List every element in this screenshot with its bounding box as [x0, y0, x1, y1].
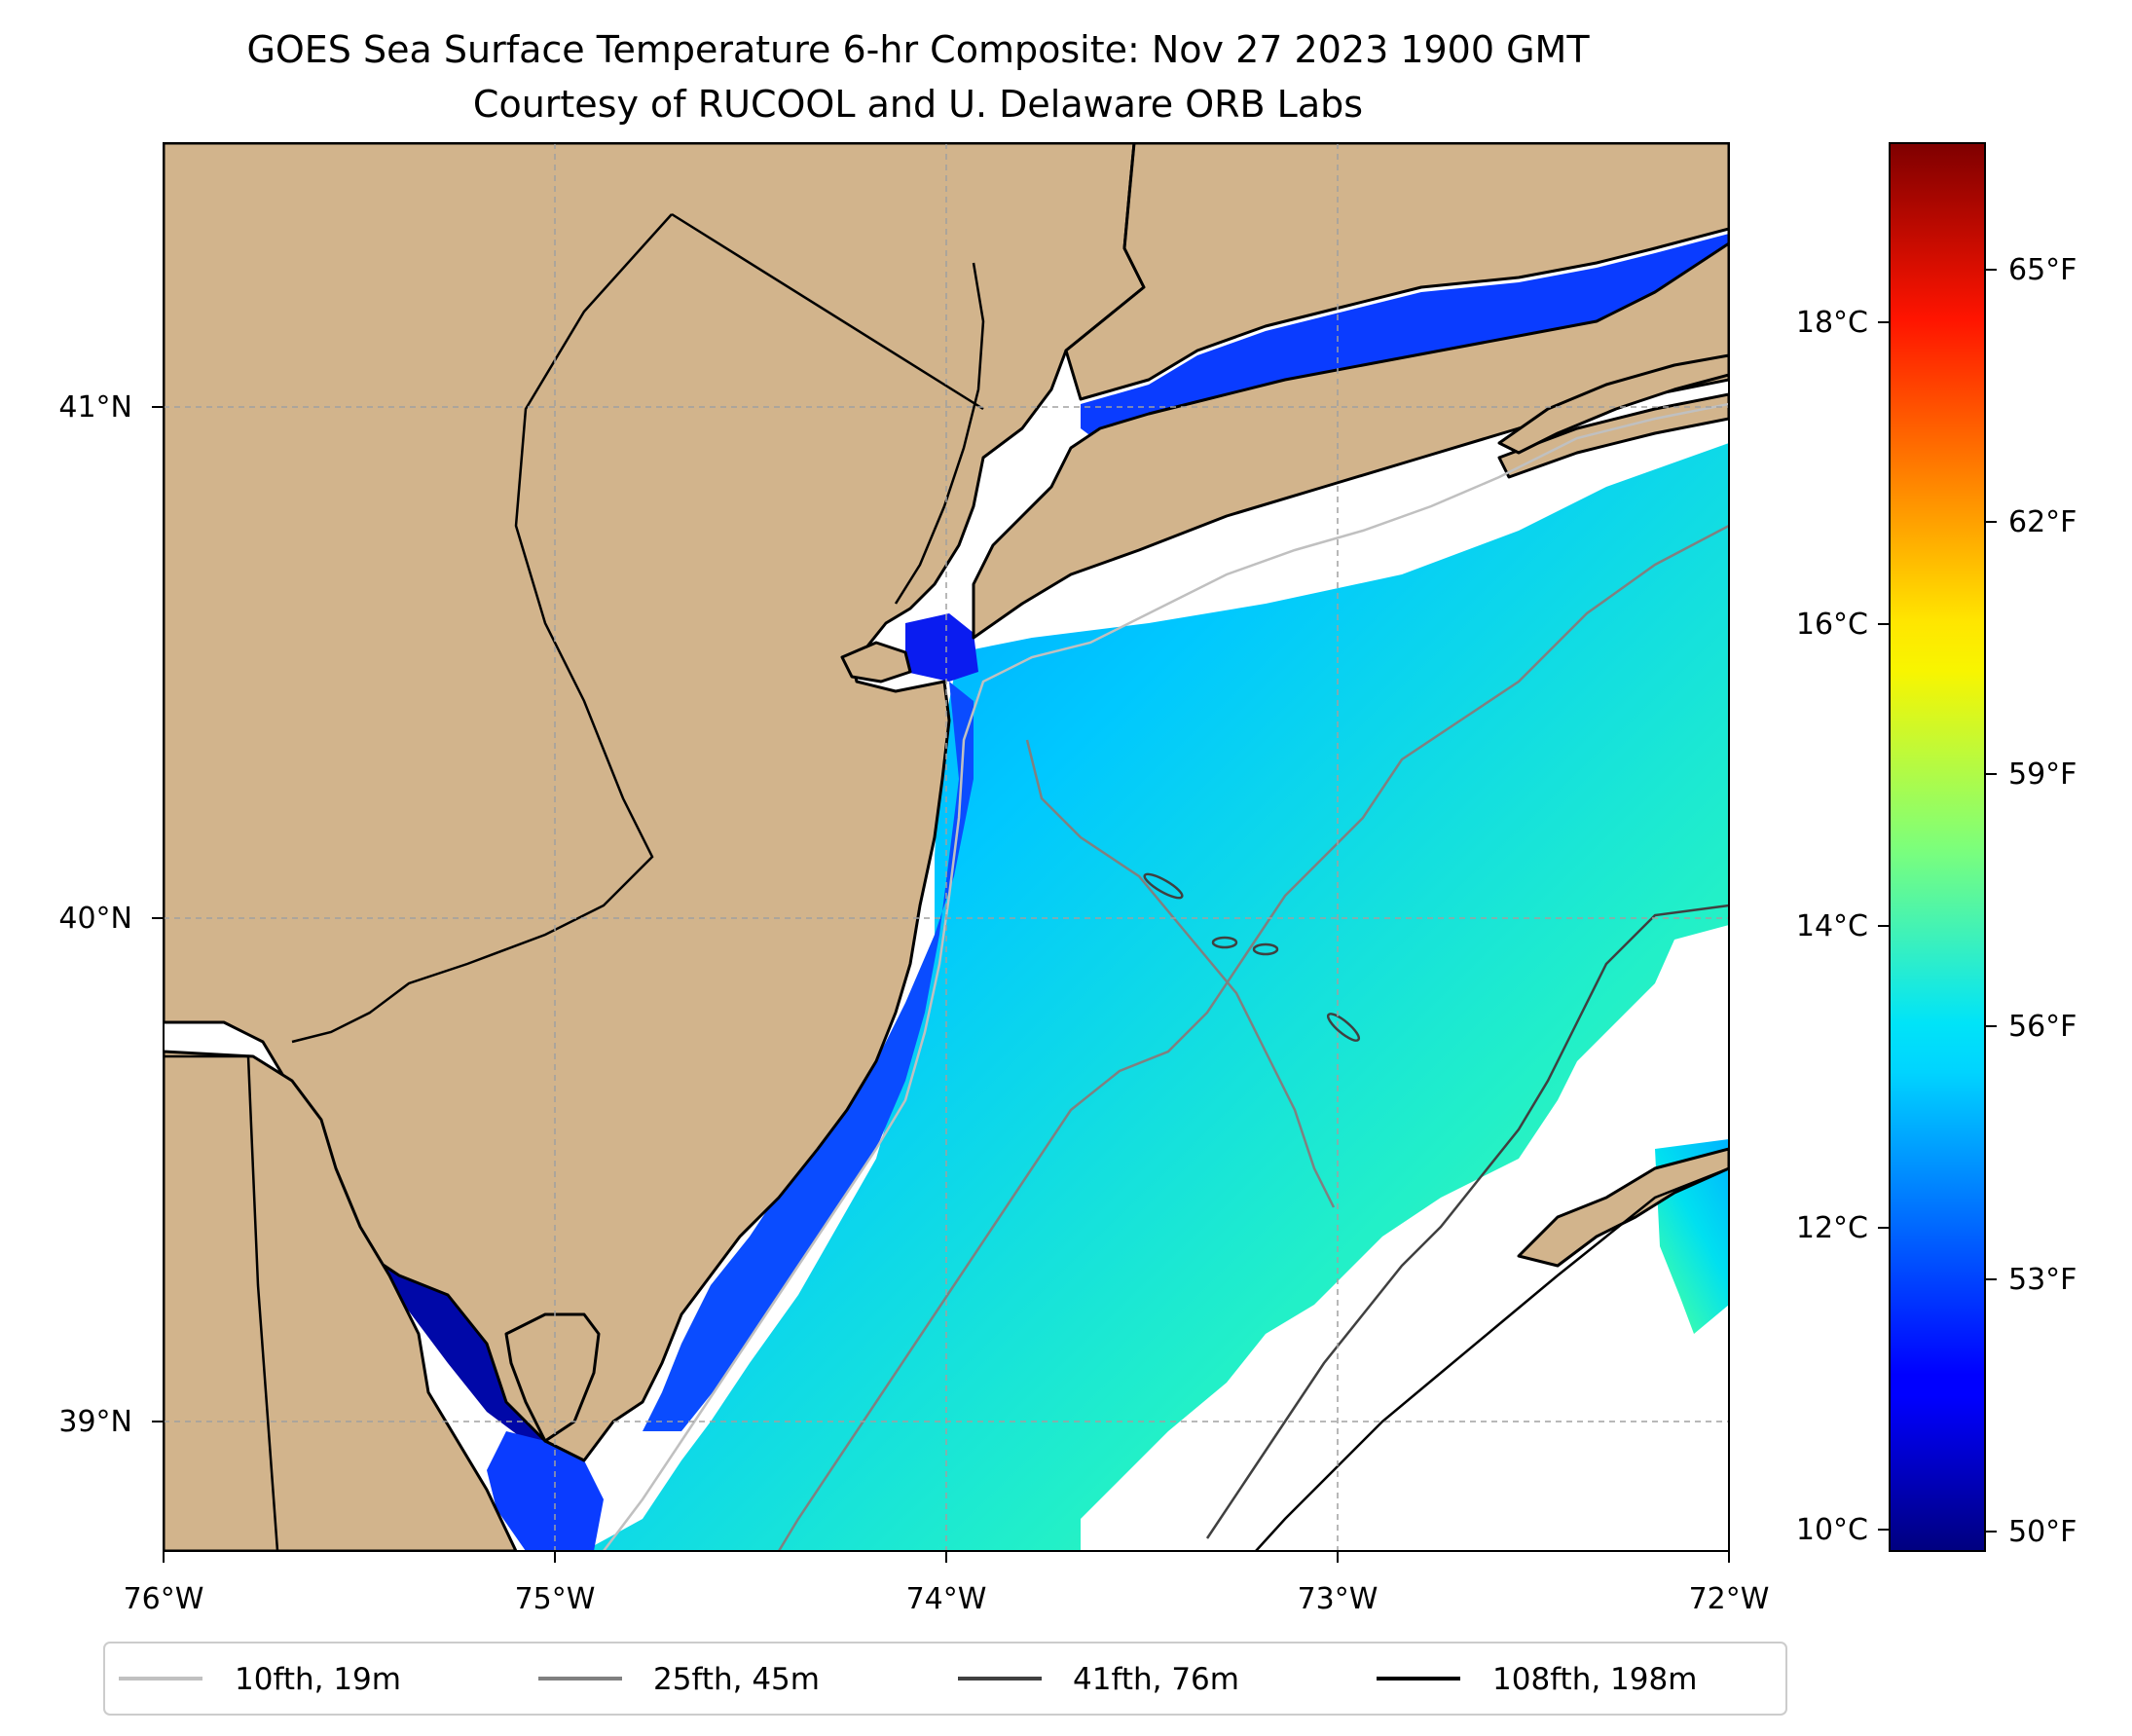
contour-10fth [603, 402, 1729, 1551]
colorbar-celsius-14: 14°C [1796, 909, 1868, 943]
colorbar: 10°C 12°C 14°C 16°C 18°C 50°F 53°F 56°F … [1796, 142, 2077, 1552]
contour-41fth-shoal-4 [1326, 1013, 1361, 1042]
bathymetry-contours [603, 402, 1729, 1551]
land-staten-island [840, 641, 912, 683]
contour-legend: 10fth, 19m 25fth, 45m 41fth, 76m 108fth,… [103, 1642, 1787, 1716]
land-cape-may [504, 1312, 601, 1443]
colorbar-celsius-18: 18°C [1796, 306, 1868, 340]
x-tick-75w: 75°W [515, 1582, 596, 1616]
land-cape-cod-tip [1517, 1147, 1729, 1268]
contour-41fth-shoal-2 [1211, 936, 1238, 949]
legend-label-10fth: 10fth, 19m [235, 1662, 401, 1697]
colorbar-celsius-12: 12°C [1796, 1211, 1868, 1245]
y-tick-40n: 40°N [58, 902, 132, 936]
land-north-fork [1497, 353, 1729, 455]
legend-label-108fth: 108fth, 198m [1492, 1662, 1697, 1697]
border-pa-nj [291, 213, 673, 1044]
sst-ocean-main [584, 443, 1729, 1551]
sst-nyc-harbor [905, 613, 978, 682]
border-de-md [246, 1055, 279, 1551]
colorbar-celsius-16: 16°C [1796, 608, 1868, 642]
sst-nj-coastal-strip [643, 682, 974, 1431]
contour-41fth [1205, 904, 1729, 1539]
land-delmarva [164, 1050, 518, 1551]
y-tick-39n: 39°N [58, 1405, 132, 1439]
colorbar-fahrenheit-50: 50°F [2008, 1515, 2077, 1549]
y-tick-41n: 41°N [58, 390, 132, 425]
contour-41fth-shoal-3 [1252, 942, 1279, 956]
map-tick-marks [152, 406, 1730, 1563]
border-ny-ct [1065, 143, 1146, 351]
sst-delaware-bay-mouth [487, 1431, 604, 1551]
colorbar-celsius-10: 10°C [1796, 1513, 1868, 1547]
colorbar-fahrenheit-53: 53°F [2008, 1263, 2077, 1297]
land-long-island [972, 143, 1729, 640]
colorbar-gradient [1889, 142, 1986, 1552]
land-masses [164, 143, 1729, 1551]
colorbar-fahrenheit-62: 62°F [2008, 505, 2077, 539]
x-tick-74w: 74°W [906, 1582, 987, 1616]
x-tick-76w: 76°W [124, 1582, 204, 1616]
legend-box [103, 1642, 1787, 1716]
contour-41fth-shoal-1 [1143, 872, 1184, 900]
colorbar-tick-marks [1878, 269, 1997, 1533]
border-nj-ny [671, 212, 984, 411]
colorbar-fahrenheit-56: 56°F [2008, 1010, 2077, 1044]
legend-label-41fth: 41fth, 76m [1073, 1662, 1239, 1697]
legend-label-25fth: 25fth, 45m [653, 1662, 820, 1697]
chart-title: GOES Sea Surface Temperature 6-hr Compos… [246, 28, 1590, 71]
x-tick-72w: 72°W [1689, 1582, 1770, 1616]
map-gridlines [164, 143, 1729, 1551]
hudson-river [894, 262, 985, 605]
colorbar-fahrenheit-59: 59°F [2008, 757, 2077, 792]
colorbar-fahrenheit-65: 65°F [2008, 253, 2077, 287]
contour-25fth-ridge [1025, 739, 1336, 1208]
chart-subtitle: Courtesy of RUCOOL and U. Delaware ORB L… [473, 83, 1363, 126]
map-plot-area: 76°W 75°W 74°W 73°W 72°W 39°N 40°N 41°N [58, 142, 1770, 1616]
contour-25fth [777, 524, 1729, 1551]
state-borders [164, 143, 1146, 1551]
contour-108fth [1255, 1166, 1729, 1551]
x-tick-73w: 73°W [1298, 1582, 1378, 1616]
